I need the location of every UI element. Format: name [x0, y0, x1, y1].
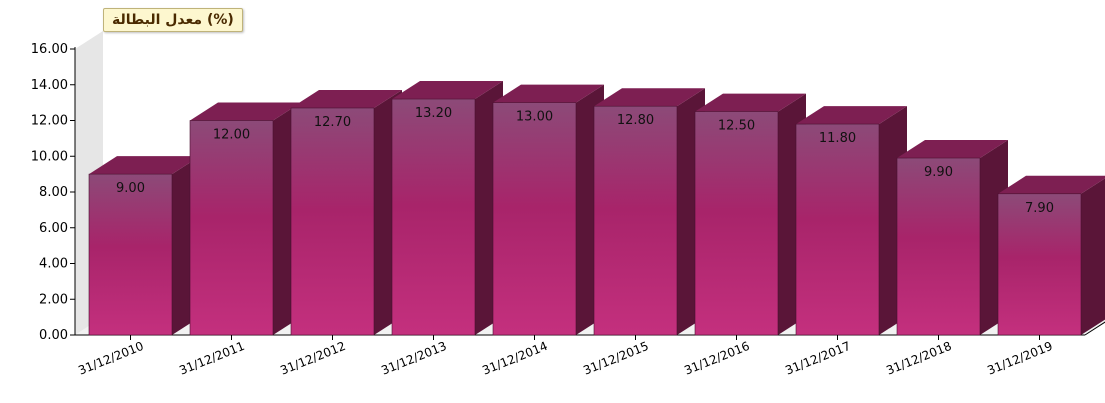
- x-tick-label: 31/12/2011: [177, 339, 246, 378]
- bar-top: [190, 102, 301, 121]
- bar-side: [1081, 178, 1105, 335]
- y-tick-label: 4.00: [39, 257, 68, 272]
- bar-front: [593, 105, 678, 336]
- data-label: 12.80: [617, 113, 654, 128]
- bar-front: [290, 107, 375, 336]
- bar-top: [998, 175, 1105, 194]
- x-tick-label: 31/12/2019: [985, 339, 1054, 378]
- data-label: 12.70: [314, 115, 351, 130]
- data-label: 11.80: [819, 131, 856, 146]
- bar-front: [795, 123, 880, 336]
- y-tick-label: 14.00: [31, 78, 68, 93]
- bar-front: [694, 111, 779, 336]
- bar-front: [391, 98, 476, 336]
- x-tick-label: 31/12/2017: [783, 339, 852, 378]
- bar-front: [88, 173, 173, 336]
- x-tick-label: 31/12/2010: [76, 339, 145, 378]
- bar-top: [897, 140, 1008, 159]
- chart-title: (%) معدل البطالة: [103, 8, 243, 32]
- bar-front: [189, 120, 274, 336]
- y-tick-label: 16.00: [31, 42, 68, 57]
- x-tick-label: 31/12/2013: [379, 339, 448, 378]
- y-tick-label: 0.00: [39, 328, 68, 343]
- x-axis-depth: [1084, 321, 1105, 336]
- bar-top: [493, 84, 604, 103]
- data-label: 13.00: [516, 110, 553, 125]
- bar-top: [695, 93, 806, 112]
- bar: [997, 175, 1105, 336]
- x-tick-label: 31/12/2016: [682, 339, 751, 378]
- x-tick-label: 31/12/2015: [581, 339, 650, 378]
- x-tick-label: 31/12/2014: [480, 339, 549, 378]
- bar-front: [997, 193, 1082, 336]
- x-tick-label: 31/12/2012: [278, 339, 347, 378]
- bar-top: [796, 106, 907, 125]
- y-tick-label: 2.00: [39, 292, 68, 307]
- bar-top: [392, 81, 503, 100]
- bar: [795, 106, 907, 336]
- data-label: 12.00: [213, 128, 250, 143]
- y-tick-label: 8.00: [39, 185, 68, 200]
- bar-top: [594, 88, 705, 107]
- data-label: 9.90: [924, 165, 953, 180]
- bar-top: [291, 89, 402, 108]
- data-label: 12.50: [718, 119, 755, 134]
- y-tick-label: 6.00: [39, 221, 68, 236]
- data-label: 13.20: [415, 106, 452, 121]
- x-tick-label: 31/12/2018: [884, 339, 953, 378]
- bar: [492, 84, 604, 336]
- y-tick-label: 10.00: [31, 149, 68, 164]
- data-label: 9.00: [116, 181, 145, 196]
- y-tick-label: 12.00: [31, 114, 68, 129]
- bar-front: [492, 102, 577, 336]
- bar-top: [89, 156, 200, 175]
- data-label: 7.90: [1025, 201, 1054, 216]
- bar-front: [896, 157, 981, 336]
